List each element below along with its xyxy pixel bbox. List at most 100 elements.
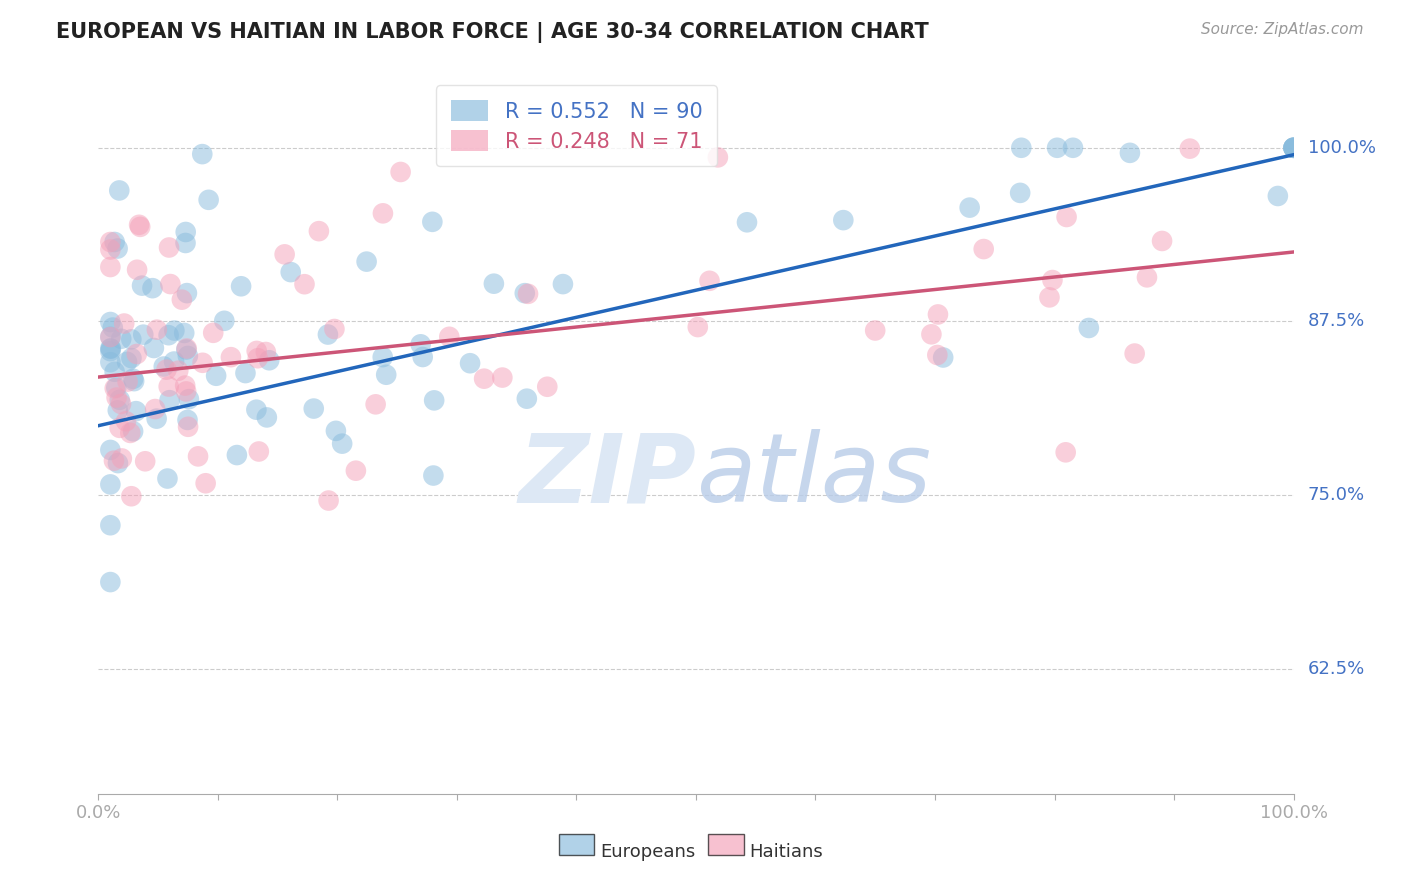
Point (1077, 321, 1099, 335)
Point (117, 375, 139, 389)
Point (176, 342, 198, 356)
Point (472, 372, 495, 386)
Point (1282, 141, 1305, 155)
Point (120, 425, 142, 440)
FancyBboxPatch shape (558, 834, 595, 855)
Point (107, 403, 129, 417)
Text: Europeans: Europeans (600, 843, 696, 861)
Point (142, 341, 165, 355)
Point (156, 471, 179, 485)
Point (245, 402, 267, 417)
Point (98, 575, 122, 590)
Point (536, 380, 558, 394)
Point (177, 392, 200, 406)
Point (294, 277, 316, 292)
Text: Source: ZipAtlas.com: Source: ZipAtlas.com (1201, 22, 1364, 37)
Point (120, 489, 142, 503)
Point (344, 464, 367, 478)
Point (439, 330, 461, 344)
Point (371, 206, 394, 220)
Point (127, 262, 149, 277)
Point (167, 364, 190, 378)
Point (100, 342, 122, 356)
Point (1178, 142, 1201, 156)
Point (308, 224, 330, 238)
Point (1010, 141, 1032, 155)
Point (187, 450, 209, 464)
Point (110, 332, 132, 346)
Point (98, 344, 122, 359)
Point (104, 381, 127, 395)
Point (128, 218, 150, 232)
Point (202, 326, 225, 340)
Point (699, 274, 721, 288)
Text: 100.0%: 100.0% (1308, 139, 1376, 157)
Point (101, 320, 124, 334)
Point (191, 356, 214, 370)
Point (257, 353, 280, 368)
Point (122, 425, 145, 439)
Point (173, 326, 195, 340)
Point (254, 345, 277, 359)
Point (191, 147, 214, 161)
Point (105, 381, 128, 395)
Point (1136, 270, 1159, 285)
Point (1282, 141, 1305, 155)
Point (1062, 141, 1084, 155)
Point (157, 240, 180, 254)
Point (551, 277, 574, 292)
Point (111, 451, 134, 466)
Point (323, 322, 346, 336)
Point (115, 355, 138, 369)
Point (246, 343, 269, 358)
Point (280, 265, 302, 279)
Point (412, 350, 434, 364)
Point (177, 419, 200, 434)
Point (115, 414, 138, 428)
Point (256, 410, 278, 425)
Point (98, 355, 122, 369)
Point (143, 402, 166, 417)
Point (247, 444, 270, 458)
Point (325, 424, 347, 438)
Point (103, 453, 125, 467)
Point (129, 219, 152, 234)
Point (122, 372, 145, 386)
Point (959, 201, 981, 215)
Point (125, 404, 148, 418)
Point (1056, 210, 1078, 224)
Text: 87.5%: 87.5% (1308, 312, 1365, 330)
Point (316, 327, 339, 342)
Text: 62.5%: 62.5% (1308, 660, 1365, 678)
Point (920, 327, 942, 342)
Point (197, 193, 219, 207)
Point (107, 456, 129, 470)
Point (364, 397, 387, 411)
Point (423, 393, 446, 408)
Point (225, 448, 247, 462)
Point (194, 476, 217, 491)
Point (98, 315, 122, 329)
Point (1267, 189, 1289, 203)
Point (108, 421, 131, 435)
Point (177, 349, 200, 363)
Point (1046, 141, 1069, 155)
Point (516, 392, 538, 406)
Point (125, 347, 148, 361)
Point (330, 436, 353, 450)
Point (1282, 141, 1305, 155)
Point (1123, 346, 1146, 360)
Point (1152, 234, 1174, 248)
Point (707, 150, 730, 164)
Point (973, 242, 995, 256)
Point (163, 354, 186, 368)
Point (132, 327, 155, 342)
Point (157, 328, 180, 343)
Point (482, 277, 505, 291)
Point (246, 351, 269, 366)
Point (112, 317, 135, 331)
Point (458, 356, 481, 370)
Point (120, 332, 142, 346)
Point (176, 413, 198, 427)
Point (170, 293, 193, 307)
